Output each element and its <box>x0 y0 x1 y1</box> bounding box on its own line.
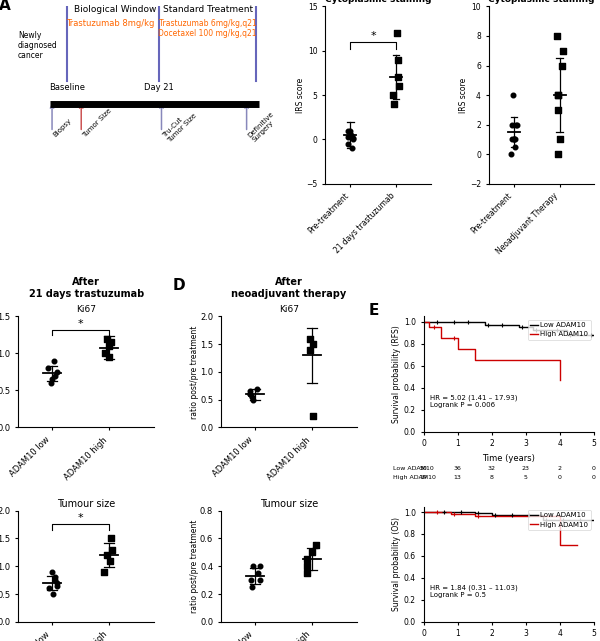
Point <box>307 547 317 558</box>
Point <box>308 339 318 349</box>
Point <box>255 575 265 585</box>
Low ADAM10 <box>481 321 488 329</box>
Text: 5: 5 <box>524 476 528 481</box>
Point <box>346 130 356 140</box>
Text: Ki67: Ki67 <box>279 305 299 314</box>
High ADAM10 <box>488 513 496 520</box>
Text: Standard Treatment: Standard Treatment <box>163 4 253 13</box>
Point <box>553 90 562 100</box>
Point <box>347 143 356 153</box>
Point <box>255 561 265 571</box>
Point <box>245 389 255 399</box>
Point <box>506 149 516 159</box>
Point <box>512 119 521 129</box>
Title: Tumour size: Tumour size <box>57 499 115 508</box>
Text: 0: 0 <box>592 466 596 471</box>
Point <box>52 581 62 591</box>
Point <box>302 561 312 571</box>
High ADAM10 <box>539 356 547 364</box>
Point <box>247 582 257 592</box>
Point <box>348 133 358 143</box>
Text: *: * <box>77 319 83 329</box>
Point <box>106 556 115 566</box>
Low ADAM10 <box>420 508 427 516</box>
Text: Ki67: Ki67 <box>76 305 96 314</box>
Point <box>311 540 320 551</box>
Point <box>553 90 563 100</box>
Text: Low ADAM10: Low ADAM10 <box>393 466 434 471</box>
Low ADAM10 <box>590 516 598 524</box>
Low ADAM10 <box>522 512 529 519</box>
Text: 32: 32 <box>488 466 496 471</box>
Point <box>104 341 113 351</box>
Point <box>557 60 566 71</box>
Text: Definitive
Surgery: Definitive Surgery <box>247 110 280 143</box>
Point <box>507 119 517 129</box>
Point <box>393 54 403 65</box>
Point <box>555 134 565 144</box>
Point <box>253 383 262 394</box>
Point <box>394 81 404 91</box>
Legend: Low ADAM10, High ADAM10: Low ADAM10, High ADAM10 <box>528 320 590 340</box>
Low ADAM10 <box>471 510 478 517</box>
Point <box>100 348 109 358</box>
Text: *: * <box>77 513 83 523</box>
Text: 36: 36 <box>454 466 461 471</box>
Point <box>106 533 116 544</box>
Low ADAM10 <box>556 516 563 524</box>
High ADAM10 <box>447 510 454 518</box>
Text: *: * <box>371 31 376 41</box>
Text: 50: 50 <box>420 466 427 471</box>
Point <box>302 554 312 565</box>
Point <box>104 352 113 362</box>
Y-axis label: IRS score: IRS score <box>460 78 469 113</box>
Title: Cytoplasmic staining: Cytoplasmic staining <box>488 0 595 4</box>
Text: HR = 5.02 (1.41 – 17.93)
Logrank P = 0.006: HR = 5.02 (1.41 – 17.93) Logrank P = 0.0… <box>430 395 518 408</box>
High ADAM10 <box>574 541 581 549</box>
Point <box>343 131 352 142</box>
Point <box>49 589 58 599</box>
Point <box>245 389 255 399</box>
Point <box>509 134 519 144</box>
Point <box>388 90 398 100</box>
Title: After
neoadjuvant therapy: After neoadjuvant therapy <box>232 278 347 299</box>
High ADAM10 <box>505 356 512 364</box>
Text: 2: 2 <box>558 466 562 471</box>
Point <box>553 104 562 115</box>
Point <box>345 126 355 136</box>
High ADAM10 <box>522 356 529 364</box>
Point <box>305 345 314 355</box>
Low ADAM10 <box>488 512 496 519</box>
Low ADAM10 <box>574 516 581 524</box>
Line: Low ADAM10: Low ADAM10 <box>424 512 594 520</box>
Text: 13: 13 <box>454 476 461 481</box>
Point <box>509 134 519 144</box>
Text: Day 21: Day 21 <box>144 83 174 92</box>
Low ADAM10 <box>505 512 512 519</box>
Low ADAM10 <box>495 321 502 329</box>
Y-axis label: Survival probability (OS): Survival probability (OS) <box>392 517 401 611</box>
Point <box>245 387 255 397</box>
Low ADAM10 <box>590 331 598 339</box>
High ADAM10 <box>420 508 427 516</box>
Point <box>308 412 317 422</box>
High ADAM10 <box>488 356 496 364</box>
Text: High ADAM10: High ADAM10 <box>393 476 436 481</box>
Point <box>52 578 62 588</box>
Y-axis label: ratio post/pre treatment: ratio post/pre treatment <box>190 325 199 419</box>
Low ADAM10 <box>437 508 444 516</box>
Text: 19: 19 <box>419 476 428 481</box>
Y-axis label: ratio post/pre treatment: ratio post/pre treatment <box>190 520 199 613</box>
Point <box>248 561 257 571</box>
Point <box>558 46 568 56</box>
Point <box>52 367 62 377</box>
Text: 23: 23 <box>522 466 530 471</box>
High ADAM10 <box>505 513 512 520</box>
Text: A: A <box>0 0 10 13</box>
Low ADAM10 <box>529 326 536 333</box>
Low ADAM10 <box>563 331 571 339</box>
X-axis label: Time (years): Time (years) <box>482 454 535 463</box>
Low ADAM10 <box>430 318 437 326</box>
Text: E: E <box>369 303 379 317</box>
Point <box>394 72 403 83</box>
